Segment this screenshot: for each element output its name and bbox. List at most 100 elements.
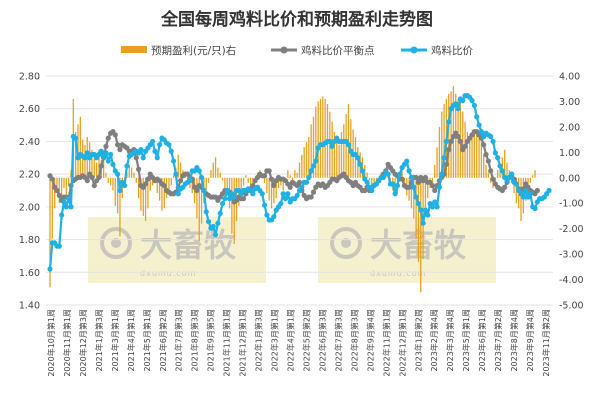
watermark-right: 大畜牧 dxumu.com: [318, 217, 496, 283]
profit-bar: [438, 126, 441, 178]
profit-bar: [49, 177, 51, 288]
x-tick-label: 2022年4月第1周: [286, 309, 296, 372]
ratio-point: [115, 171, 121, 177]
breakeven-point: [488, 168, 494, 174]
ratio-point: [110, 161, 116, 167]
profit-bar: [511, 177, 513, 183]
profit-bar: [205, 177, 207, 191]
x-tick-label: 2023年7月第2周: [493, 309, 503, 372]
ratio-point: [478, 129, 484, 135]
ratio-point: [117, 187, 123, 194]
profit-bar: [177, 154, 179, 178]
profit-bar: [168, 177, 170, 191]
y-axis-right: 4.00 3.00 2.00 1.00 0.00 -1.00 -2.00 -3.00 -4.00…: [559, 72, 584, 312]
ratio-point: [392, 191, 398, 197]
breakeven-point: [194, 187, 200, 194]
profit-bar: [368, 177, 371, 181]
profit-bar: [513, 177, 515, 194]
ratio-point: [271, 214, 277, 220]
ratio-point: [471, 102, 477, 109]
ratio-point: [422, 207, 429, 213]
x-tick-label: 2023年9月第4周: [525, 309, 535, 372]
profit-bar: [142, 177, 144, 216]
x-tick-label: 2023年3月第4周: [445, 309, 455, 372]
profit-bar: [214, 157, 217, 178]
profit-bar: [520, 177, 522, 222]
ratio-point: [108, 151, 114, 158]
ratio-point: [453, 101, 459, 107]
profit-bar: [144, 177, 147, 222]
profit-bar: [210, 170, 212, 178]
profit-bar: [462, 111, 464, 178]
ratio-point: [509, 171, 515, 177]
ratio-point: [278, 200, 284, 207]
ratio-point: [152, 148, 158, 154]
ratio-point: [285, 191, 291, 197]
ratio-point: [170, 158, 177, 164]
x-tick-label: 2021年4月第1周: [126, 309, 136, 372]
profit-bar: [431, 177, 434, 183]
profit-bar: [529, 177, 531, 183]
profit-bar: [112, 177, 114, 191]
breakeven-point: [161, 182, 167, 189]
profit-bar: [231, 177, 233, 234]
y-left-tick-label: 2.60: [19, 104, 40, 115]
profit-bar: [107, 177, 109, 183]
profit-bar: [296, 172, 298, 178]
ratio-point: [429, 204, 436, 210]
ratio-point: [168, 148, 174, 154]
profit-bar: [427, 177, 429, 199]
profit-bar: [480, 142, 483, 178]
ratio-point: [357, 161, 363, 167]
ratio-point: [520, 194, 526, 200]
profit-bar: [156, 177, 158, 194]
legend-label-profit: 预期盈利(元/只)右: [151, 44, 236, 57]
profit-bar: [217, 167, 219, 178]
y-right-tick-label: -2.00: [559, 224, 584, 235]
profit-bar: [441, 111, 443, 178]
profit-bar: [91, 149, 93, 178]
profit-bar: [56, 177, 58, 191]
profit-bar: [266, 177, 268, 194]
profit-bar: [469, 139, 471, 178]
breakeven-point: [406, 184, 412, 190]
breakeven-point: [98, 163, 104, 169]
ratio-point: [122, 182, 128, 189]
ratio-point: [434, 204, 440, 210]
breakeven-point: [136, 166, 142, 172]
profit-bar: [109, 177, 112, 186]
profit-bar: [473, 131, 476, 178]
profit-bar: [196, 177, 198, 219]
profit-bar: [490, 177, 492, 183]
x-tick-label: 2023年11月第2周: [541, 309, 551, 377]
profit-bar: [263, 177, 266, 183]
profit-bar: [191, 177, 193, 194]
breakeven-point: [422, 174, 429, 181]
ratio-point: [224, 187, 230, 194]
ratio-point: [198, 174, 205, 181]
profit-bar: [161, 177, 163, 211]
ratio-point: [303, 179, 310, 185]
ratio-point: [280, 191, 286, 197]
ratio-point: [380, 174, 387, 181]
profit-bar: [534, 170, 536, 178]
profit-bar: [308, 137, 310, 178]
x-tick-label: 2022年8月第3周: [349, 309, 359, 372]
profit-bar: [224, 177, 226, 188]
y-right-tick-label: 3.00: [559, 97, 580, 108]
y-right-tick-label: 2.00: [559, 122, 580, 133]
breakeven-point: [455, 133, 461, 140]
breakeven-point: [457, 138, 463, 145]
breakeven-point: [49, 176, 55, 182]
breakeven-point: [91, 182, 97, 189]
x-tick-label: 2022年3月第1周: [270, 309, 280, 372]
profit-bar: [289, 175, 291, 178]
ratio-point: [138, 147, 144, 153]
profit-bar: [478, 137, 480, 178]
ratio-point: [105, 158, 111, 164]
profit-bar: [310, 124, 312, 178]
profit-bar: [226, 177, 228, 196]
breakeven-point: [481, 142, 487, 148]
y-right-tick-label: 0.00: [559, 173, 580, 184]
ratio-point: [355, 155, 361, 161]
